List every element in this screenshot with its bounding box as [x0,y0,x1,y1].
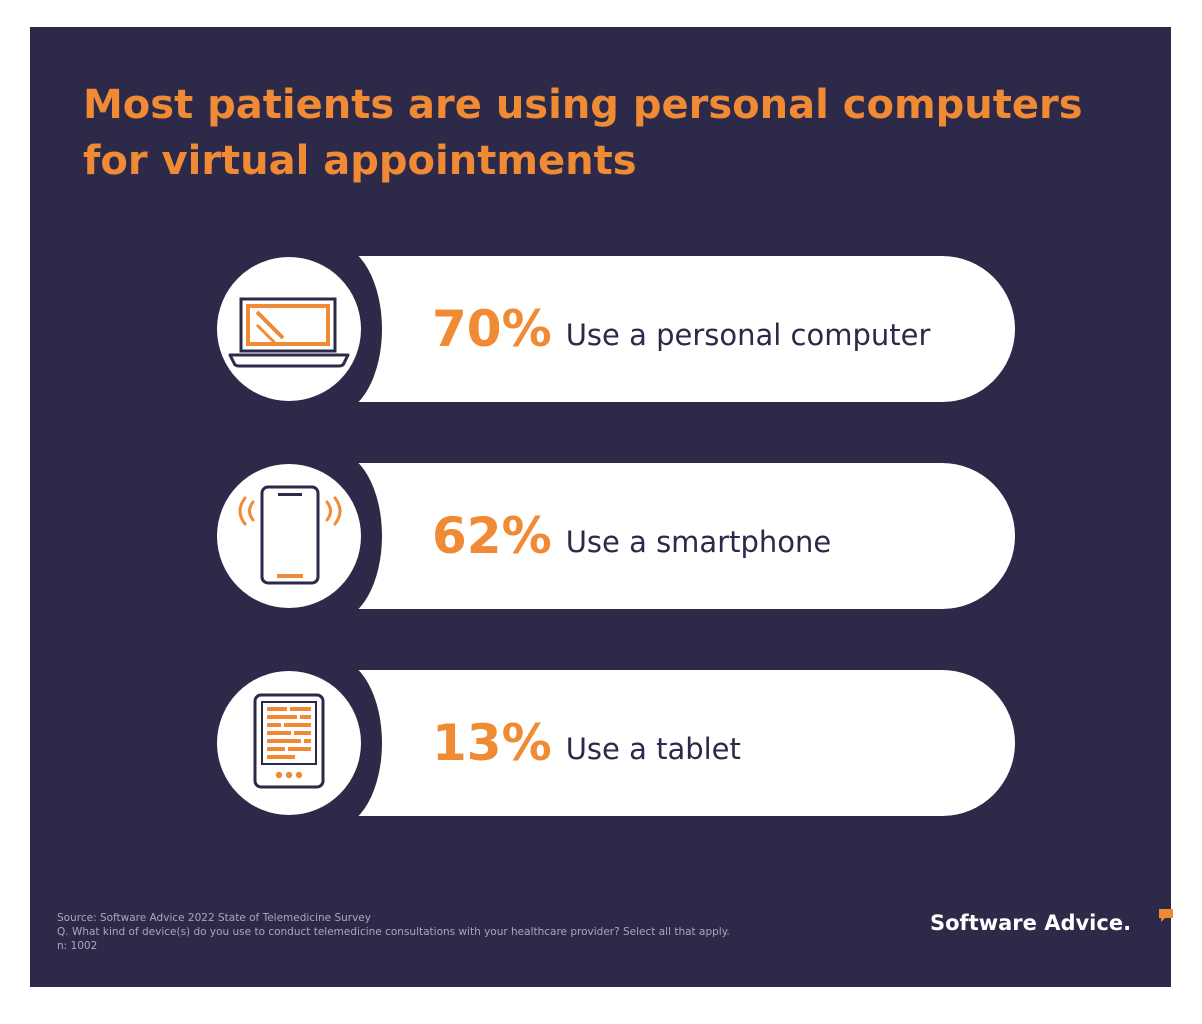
sample-size-line: n: 1002 [57,940,98,952]
title-line-2: for virtual appointments [83,138,637,184]
source-line: Source: Software Advice 2022 State of Te… [57,912,371,924]
stat-value: 70% [432,300,552,358]
question-line: Q. What kind of device(s) do you use to … [57,926,730,938]
tablet-icon [253,693,325,789]
icon-circle [217,464,361,608]
stat-value: 13% [432,714,552,772]
stat-row-smartphone: 62% Use a smartphone [30,451,1171,621]
stat-label: Use a tablet [565,731,741,766]
brand-logo: Software Advice. [930,909,1173,935]
speech-bubble-icon [1159,909,1173,922]
stat-pill [320,670,1015,816]
brand-name: Software Advice. [930,911,1132,935]
stat-pill [320,463,1015,609]
stat-value: 62% [432,507,552,565]
source-note: Source: Software Advice 2022 State of Te… [57,911,730,953]
smartphone-icon [238,485,342,585]
icon-circle [217,671,361,815]
laptop-icon [228,297,350,368]
stat-label: Use a smartphone [565,524,832,559]
infographic-panel: Most patients are using personal compute… [30,27,1173,987]
title-line-1: Most patients are using personal compute… [83,82,1083,128]
icon-circle [217,257,361,401]
stat-pill [320,256,1015,402]
stat-row-personal-computer: 70% Use a personal computer [30,244,1171,414]
chart-title: Most patients are using personal compute… [83,77,1163,189]
stat-label: Use a personal computer [565,317,931,352]
stat-row-tablet: 13% Use a tablet [30,658,1171,828]
